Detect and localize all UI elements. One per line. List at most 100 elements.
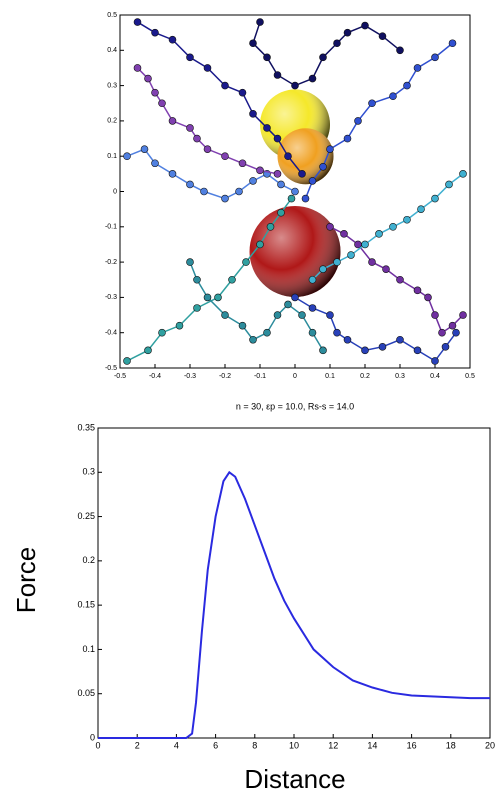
bead <box>298 311 306 319</box>
y-tick-label: 0.5 <box>107 12 117 19</box>
bead <box>378 343 387 351</box>
y-tick-label: 0 <box>113 188 117 195</box>
bead <box>361 240 369 249</box>
y-tick-label: 0.05 <box>77 688 95 698</box>
bead <box>133 18 142 26</box>
x-tick-label: 20 <box>485 740 495 750</box>
bead <box>448 321 457 330</box>
y-tick-label: 0.2 <box>82 555 95 565</box>
bead <box>249 335 257 344</box>
bead <box>238 321 247 330</box>
plot-frame <box>119 14 471 369</box>
bead <box>228 275 236 284</box>
y-tick-label: -0.5 <box>105 365 117 372</box>
bead <box>403 81 411 90</box>
x-tick-label: 4 <box>174 740 179 750</box>
bead <box>193 134 201 143</box>
bead <box>186 258 194 266</box>
bead <box>263 53 271 62</box>
bead <box>375 230 383 238</box>
bead <box>452 328 460 337</box>
bead <box>238 88 247 97</box>
bead <box>308 304 317 312</box>
y-tick-label: 0.1 <box>82 644 95 654</box>
line <box>98 470 490 739</box>
bead <box>343 134 352 143</box>
bead <box>441 343 450 351</box>
x-tick-label: 8 <box>252 740 257 750</box>
bead <box>319 346 327 355</box>
x-tick-label: 18 <box>446 740 456 750</box>
bead <box>308 275 317 284</box>
x-tick-label: -0.5 <box>114 373 126 380</box>
bead <box>277 208 285 217</box>
bead <box>238 159 247 168</box>
y-tick-label: 0 <box>90 732 95 742</box>
bead <box>242 258 250 266</box>
y-tick-label: -0.2 <box>105 259 117 266</box>
bead <box>431 311 439 319</box>
bead <box>235 187 243 196</box>
bead <box>256 166 264 175</box>
bead <box>221 152 229 160</box>
bead <box>151 159 159 168</box>
x-tick-label: 6 <box>213 740 218 750</box>
bead <box>424 293 432 302</box>
bead <box>168 117 177 125</box>
bead <box>361 346 369 355</box>
bead <box>413 64 422 72</box>
y-tick-label: 0.4 <box>107 47 117 54</box>
bead <box>284 300 292 309</box>
bead <box>203 64 212 72</box>
bead <box>287 194 296 203</box>
x-tick-label: -0.1 <box>254 373 266 380</box>
bead <box>448 39 457 48</box>
bead <box>263 328 271 337</box>
bead <box>203 145 212 153</box>
x-tick-label: 12 <box>328 740 338 750</box>
bead <box>266 223 275 231</box>
y-tick-label: -0.4 <box>105 330 117 337</box>
y-tick-label: -0.3 <box>105 294 117 301</box>
bead <box>133 64 142 72</box>
bead <box>396 275 404 284</box>
x-tick-label: 0.4 <box>430 373 440 380</box>
bead <box>326 145 334 153</box>
y-tick-label: -0.1 <box>105 224 117 231</box>
x-axis-label: Distance <box>244 764 345 794</box>
bead <box>459 311 467 319</box>
x-tick-label: 0.2 <box>360 373 370 380</box>
bead <box>308 177 317 185</box>
bead <box>193 275 201 284</box>
y-tick-label: 0.3 <box>82 467 95 477</box>
x-tick-label: 16 <box>407 740 417 750</box>
bead <box>354 117 362 125</box>
bead <box>151 88 159 97</box>
sphere-shade <box>277 128 334 185</box>
x-tick-label: 0 <box>95 740 100 750</box>
bead <box>308 328 317 337</box>
bead <box>382 265 390 273</box>
bead <box>200 187 208 196</box>
bead <box>151 28 159 37</box>
bead <box>144 346 152 355</box>
bead <box>175 321 184 330</box>
bead <box>221 311 229 319</box>
bead <box>333 328 341 337</box>
bead <box>291 81 299 90</box>
bead <box>326 311 334 319</box>
x-tick-label: 2 <box>135 740 140 750</box>
bead <box>378 32 387 40</box>
bead <box>186 53 194 62</box>
bead <box>291 187 299 196</box>
bead <box>168 35 177 44</box>
bead <box>368 258 376 266</box>
bead <box>431 53 439 62</box>
bead <box>123 152 131 160</box>
chain <box>136 67 278 175</box>
bead <box>333 258 341 266</box>
plot-frame <box>97 427 491 739</box>
sphere-shade <box>249 206 341 298</box>
bead <box>298 170 306 178</box>
